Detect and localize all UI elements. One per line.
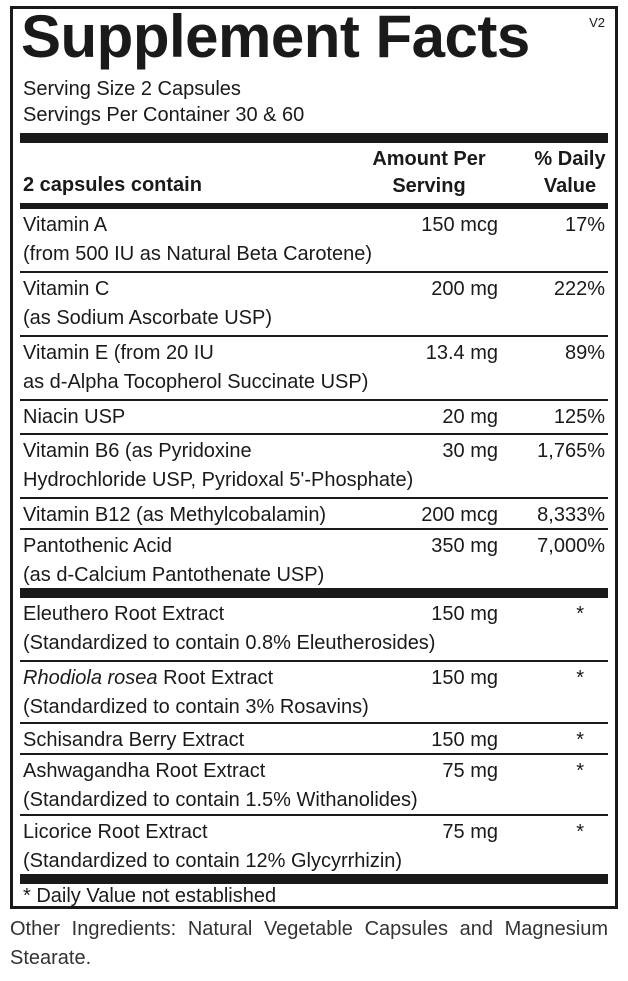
extract-dv: * <box>576 760 584 782</box>
divider-bar-header <box>20 203 608 209</box>
other-ingredients: Other Ingredients: Natural Vegetable Cap… <box>10 918 608 969</box>
extract-row-schisandra: Schisandra Berry Extract 150 mg * <box>20 722 608 753</box>
extract-dv: * <box>576 729 584 751</box>
nutrient-dv: 222% <box>553 278 605 300</box>
nutrient-name: Vitamin E (from 20 IU as d-Alpha Tocopher… <box>23 342 369 393</box>
extract-row-ashwagandha: Ashwagandha Root Extract (Standardized to… <box>20 753 608 814</box>
nutrient-row-vitamin-e: Vitamin E (from 20 IU as d-Alpha Tocopher… <box>20 335 608 399</box>
nutrient-amount: 13.4 mg <box>425 342 498 364</box>
nutrient-name: Niacin USP <box>23 406 126 428</box>
extract-amount: 75 mg <box>442 821 498 843</box>
extract-dv: * <box>576 603 584 625</box>
nutrient-name: Vitamin B6 (as Pyridoxine Hydrochloride U… <box>23 440 414 491</box>
nutrient-dv: 1,765% <box>537 440 605 462</box>
extract-amount: 150 mg <box>431 667 498 689</box>
nutrient-amount: 200 mg <box>431 278 498 300</box>
divider-bar-middle <box>20 588 608 598</box>
extract-amount: 150 mg <box>431 729 498 751</box>
nutrient-dv: 89% <box>564 342 605 364</box>
nutrient-amount: 200 mcg <box>421 504 498 526</box>
nutrient-amount: 30 mg <box>442 440 498 462</box>
nutrient-dv: 17% <box>564 214 605 236</box>
extract-row-eleuthero: Eleuthero Root Extract (Standardized to c… <box>20 598 608 660</box>
extract-row-rhodiola: Rhodiola rosea Root Extract (Standardize… <box>20 660 608 722</box>
extract-name: Rhodiola rosea Root Extract (Standardize… <box>23 667 369 718</box>
nutrient-dv: 125% <box>553 406 605 428</box>
nutrient-amount: 150 mcg <box>421 214 498 236</box>
version-label: V2 <box>589 15 605 30</box>
divider-bar-bottom <box>20 874 608 884</box>
extract-name: Licorice Root Extract (Standardized to co… <box>23 821 403 872</box>
nutrient-row-vitamin-b6: Vitamin B6 (as Pyridoxine Hydrochloride U… <box>20 433 608 497</box>
nutrient-row-niacin: Niacin USP 20 mg 125% <box>20 399 608 433</box>
extract-name: Schisandra Berry Extract <box>23 729 245 751</box>
nutrient-dv: 7,000% <box>537 535 605 557</box>
nutrient-row-pantothenic-acid: Pantothenic Acid (as d-Calcium Pantothena… <box>20 528 608 588</box>
header-amount: Amount Per Serving <box>372 148 486 197</box>
extract-dv: * <box>576 821 584 843</box>
header-label: 2 capsules contain <box>23 174 202 196</box>
nutrient-name: Pantothenic Acid (as d-Calcium Pantothena… <box>23 535 325 586</box>
divider-bar-top <box>20 133 608 143</box>
header-daily-value: % Daily Value <box>534 148 606 197</box>
nutrient-name: Vitamin C (as Sodium Ascorbate USP) <box>23 278 272 329</box>
nutrient-amount: 350 mg <box>431 535 498 557</box>
column-header-row: 2 capsules contain Amount Per Serving % … <box>20 145 608 203</box>
extract-row-licorice: Licorice Root Extract (Standardized to co… <box>20 814 608 874</box>
extract-dv: * <box>576 667 584 689</box>
nutrient-row-vitamin-c: Vitamin C (as Sodium Ascorbate USP) 200 m… <box>20 271 608 335</box>
panel-title: Supplement Facts <box>21 3 530 70</box>
nutrient-row-vitamin-b12: Vitamin B12 (as Methylcobalamin) 200 mcg… <box>20 497 608 528</box>
nutrient-name: Vitamin A (from 500 IU as Natural Beta Ca… <box>23 214 373 265</box>
nutrient-dv: 8,333% <box>537 504 605 526</box>
nutrient-row-vitamin-a: Vitamin A (from 500 IU as Natural Beta Ca… <box>20 209 608 271</box>
servings-per-container: Servings Per Container 30 & 60 <box>23 104 305 126</box>
footnote: * Daily Value not established <box>23 885 277 907</box>
extract-name: Ashwagandha Root Extract (Standardized to… <box>23 760 418 811</box>
extract-amount: 150 mg <box>431 603 498 625</box>
extract-name: Eleuthero Root Extract (Standardized to c… <box>23 603 436 654</box>
nutrient-name: Vitamin B12 (as Methylcobalamin) <box>23 504 327 526</box>
nutrient-amount: 20 mg <box>442 406 498 428</box>
supplement-facts-panel: Supplement Facts V2 Serving Size 2 Capsu… <box>10 6 618 909</box>
serving-size: Serving Size 2 Capsules <box>23 78 241 100</box>
extract-amount: 75 mg <box>442 760 498 782</box>
